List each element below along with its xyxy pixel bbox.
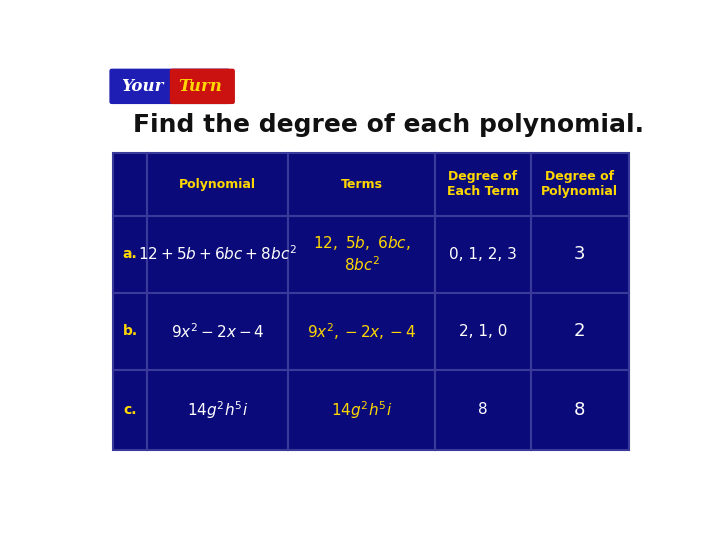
Text: b.: b. [122,324,138,338]
FancyBboxPatch shape [289,370,436,450]
FancyBboxPatch shape [436,153,531,215]
Text: Terms: Terms [341,178,383,191]
FancyBboxPatch shape [109,69,230,104]
Text: Degree of
Each Term: Degree of Each Term [447,171,519,199]
FancyBboxPatch shape [147,153,289,215]
FancyBboxPatch shape [170,69,235,104]
Text: c.: c. [123,403,137,417]
FancyBboxPatch shape [113,293,147,370]
Text: $9x^2,-2x,-4$: $9x^2,-2x,-4$ [307,321,417,342]
Text: $14g^2h^5i$: $14g^2h^5i$ [187,399,248,421]
Text: $12+5b+6bc+8bc^2$: $12+5b+6bc+8bc^2$ [138,245,297,264]
Text: Your: Your [121,78,163,95]
Text: Find the degree of each polynomial.: Find the degree of each polynomial. [132,113,644,137]
FancyBboxPatch shape [113,215,147,293]
FancyBboxPatch shape [531,215,629,293]
Text: 8: 8 [574,401,585,419]
FancyBboxPatch shape [289,293,436,370]
FancyBboxPatch shape [289,215,436,293]
FancyBboxPatch shape [531,153,629,215]
FancyBboxPatch shape [147,370,289,450]
FancyBboxPatch shape [436,370,531,450]
Text: 8: 8 [478,402,488,417]
Text: a.: a. [122,247,138,261]
FancyBboxPatch shape [147,215,289,293]
FancyBboxPatch shape [147,293,289,370]
Text: 3: 3 [574,245,585,263]
Text: $14g^2h^5i$: $14g^2h^5i$ [331,399,392,421]
Text: Polynomial: Polynomial [179,178,256,191]
FancyBboxPatch shape [289,153,436,215]
FancyBboxPatch shape [531,293,629,370]
FancyBboxPatch shape [436,215,531,293]
FancyBboxPatch shape [113,370,147,450]
Text: $12,\ 5b,\ 6bc,$
$8bc^2$: $12,\ 5b,\ 6bc,$ $8bc^2$ [313,234,410,274]
Text: 2: 2 [574,322,585,340]
FancyBboxPatch shape [113,153,147,215]
FancyBboxPatch shape [436,293,531,370]
Text: 0, 1, 2, 3: 0, 1, 2, 3 [449,247,517,262]
Text: Turn: Turn [178,78,222,95]
Text: 2, 1, 0: 2, 1, 0 [459,323,507,339]
FancyBboxPatch shape [531,370,629,450]
Text: Degree of
Polynomial: Degree of Polynomial [541,171,618,199]
Text: $9x^2-2x-4$: $9x^2-2x-4$ [171,322,264,341]
